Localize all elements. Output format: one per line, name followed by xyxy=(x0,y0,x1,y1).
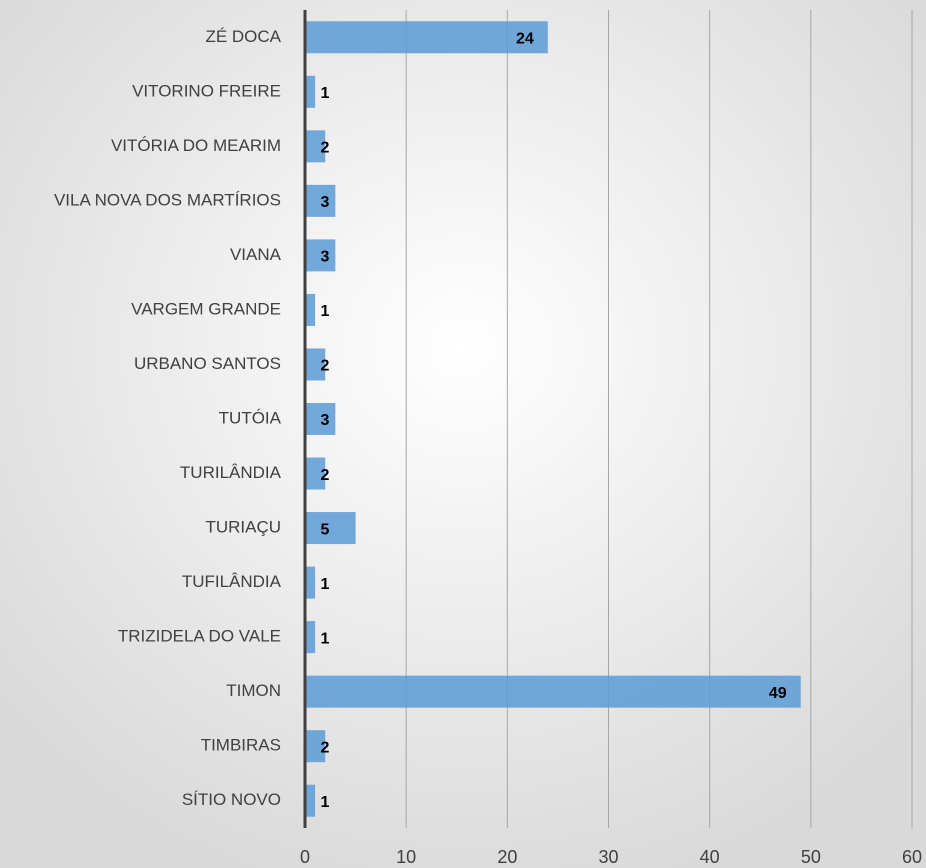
x-tick-label: 30 xyxy=(598,847,618,867)
bar xyxy=(305,784,316,817)
value-label: 1 xyxy=(321,303,330,320)
y-tick-label: TUFILÂNDIA xyxy=(182,572,282,591)
y-tick-label: TUTÓIA xyxy=(219,408,282,427)
value-label: 3 xyxy=(321,412,330,429)
value-label: 2 xyxy=(321,467,330,484)
y-tick-label: VARGEM GRANDE xyxy=(131,299,281,318)
y-tick-label: TIMBIRAS xyxy=(201,736,281,755)
y-tick-label: URBANO SANTOS xyxy=(134,354,281,373)
bar xyxy=(305,675,801,708)
x-tick-label: 50 xyxy=(801,847,821,867)
bar xyxy=(305,457,326,490)
y-tick-label: ZÉ DOCA xyxy=(205,27,281,46)
bar xyxy=(305,75,316,108)
bar xyxy=(305,512,356,545)
x-tick-label: 10 xyxy=(396,847,416,867)
bar xyxy=(305,184,336,217)
value-label: 2 xyxy=(321,140,330,157)
value-label: 2 xyxy=(321,739,330,756)
x-tick-label: 20 xyxy=(497,847,517,867)
value-label: 49 xyxy=(769,685,787,702)
x-tick-label: 60 xyxy=(902,847,922,867)
bar xyxy=(305,21,548,54)
value-label: 1 xyxy=(321,85,330,102)
value-label: 1 xyxy=(321,630,330,647)
y-tick-label: TURIAÇU xyxy=(205,518,281,537)
value-label: 2 xyxy=(321,358,330,375)
bar xyxy=(305,566,316,599)
value-label: 3 xyxy=(321,249,330,266)
y-tick-label: TRIZIDELA DO VALE xyxy=(118,627,281,646)
value-label: 3 xyxy=(321,194,330,211)
bar xyxy=(305,621,316,654)
bar xyxy=(305,293,316,326)
bar xyxy=(305,403,336,435)
y-tick-label: VILA NOVA DOS MARTÍRIOS xyxy=(54,190,281,209)
value-label: 5 xyxy=(321,521,330,538)
y-tick-label: SÍTIO NOVO xyxy=(182,790,281,809)
bar xyxy=(305,130,326,163)
value-label: 1 xyxy=(321,576,330,593)
y-tick-label: TURILÂNDIA xyxy=(180,463,282,482)
bar xyxy=(305,730,326,763)
y-tick-label: TIMON xyxy=(226,681,281,700)
x-tick-label: 40 xyxy=(700,847,720,867)
value-label: 24 xyxy=(516,30,534,47)
y-tick-label: VITORINO FREIRE xyxy=(132,81,281,100)
y-tick-label: VIANA xyxy=(230,245,282,264)
value-label: 1 xyxy=(321,794,330,811)
bar xyxy=(305,348,326,381)
x-tick-label: 0 xyxy=(300,847,310,867)
y-tick-label: VITÓRIA DO MEARIM xyxy=(111,136,281,155)
bar xyxy=(305,239,336,272)
